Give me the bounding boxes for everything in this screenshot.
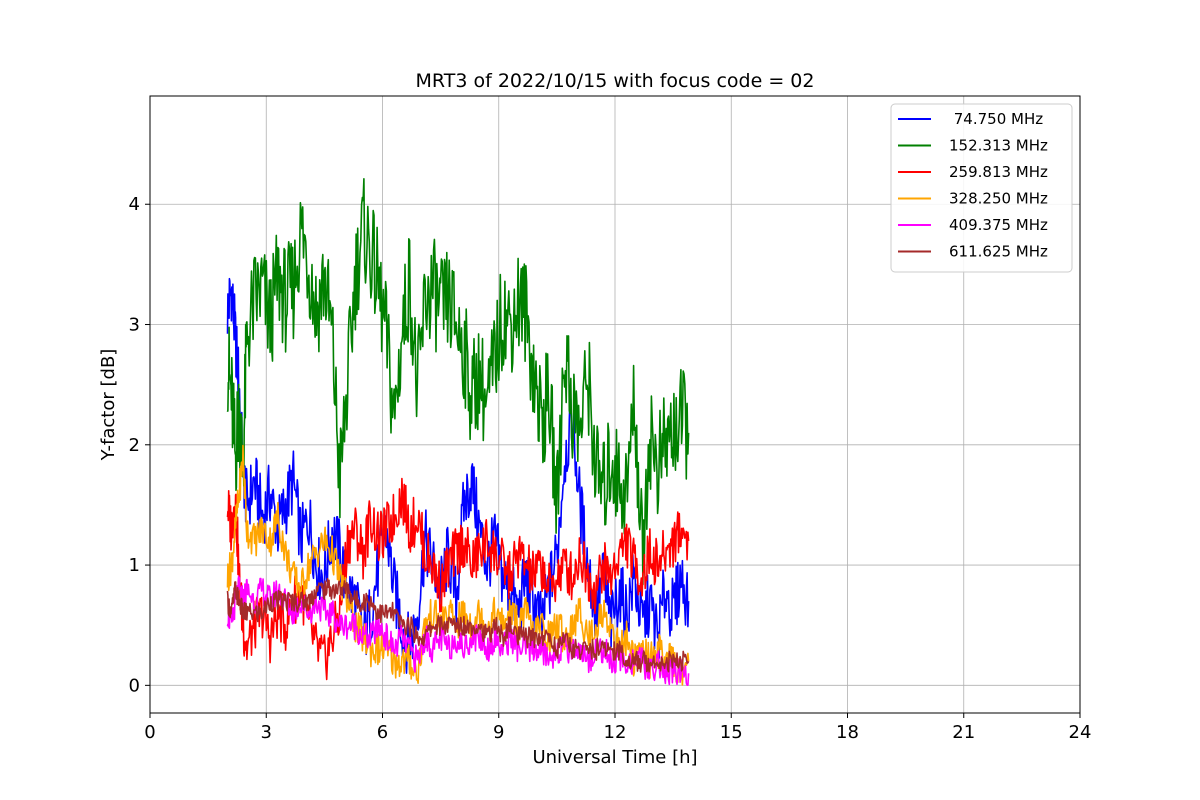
legend-entry: 74.750 MHz xyxy=(949,110,1043,128)
y-tick-label: 3 xyxy=(129,315,140,336)
x-tick-label: 12 xyxy=(604,722,627,743)
x-tick-label: 3 xyxy=(261,722,272,743)
x-tick-label: 24 xyxy=(1069,722,1092,743)
series-line xyxy=(226,577,690,673)
y-tick-label: 4 xyxy=(129,194,140,215)
y-tick-label: 1 xyxy=(129,555,140,576)
legend-entry: 409.375 MHz xyxy=(949,216,1048,234)
x-tick-label: 9 xyxy=(493,722,504,743)
series-line xyxy=(226,277,690,674)
y-tick-label: 0 xyxy=(129,675,140,696)
y-axis-label: Y-factor [dB] xyxy=(98,349,119,462)
x-axis-label: Universal Time [h] xyxy=(532,747,697,768)
legend-box xyxy=(890,103,1073,273)
legend: 74.750 MHz 152.313 MHz 259.813 MHz 328.250 … xyxy=(890,103,1073,273)
x-tick-label: 18 xyxy=(836,722,859,743)
y-tick-label: 2 xyxy=(129,435,140,456)
x-tick-label: 15 xyxy=(720,722,743,743)
series-line xyxy=(226,178,690,586)
x-tick-label: 6 xyxy=(377,722,388,743)
legend-entry: 259.813 MHz xyxy=(949,163,1048,181)
legend-entry: 152.313 MHz xyxy=(949,137,1048,155)
legend-entry: 611.625 MHz xyxy=(949,243,1048,261)
legend-entry: 328.250 MHz xyxy=(949,190,1048,208)
x-tick-label: 21 xyxy=(952,722,975,743)
plot-series xyxy=(226,178,690,686)
x-tick-label: 0 xyxy=(144,722,155,743)
chart-title: MRT3 of 2022/10/15 with focus code = 02 xyxy=(416,70,815,92)
